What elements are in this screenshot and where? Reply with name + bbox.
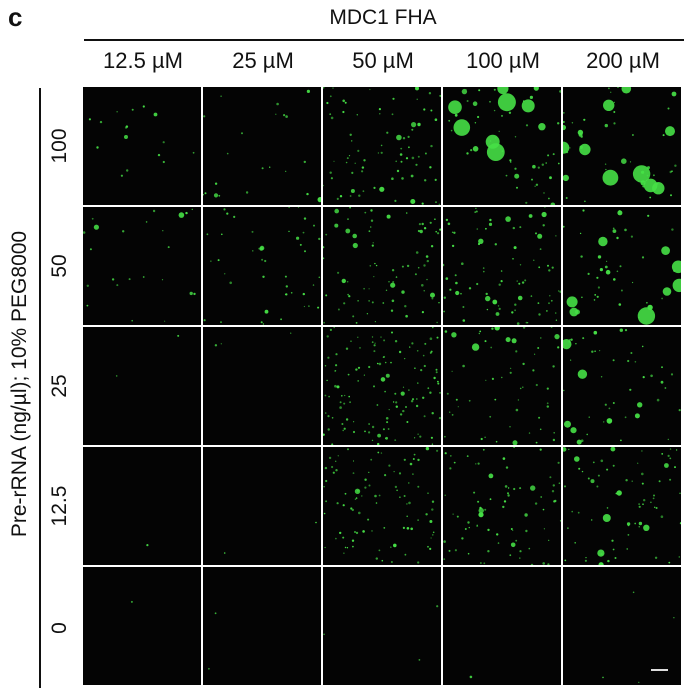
micrograph-cell (443, 327, 561, 445)
micrograph-cell (83, 447, 201, 565)
column-label: 100 µM (466, 48, 540, 73)
micrograph-cell (443, 87, 561, 205)
row-label: 50 (48, 254, 71, 278)
micrograph-cell (443, 207, 561, 325)
micrograph-cell (563, 447, 681, 565)
micrograph-cell (203, 87, 321, 205)
y-axis-rule (39, 88, 41, 688)
micrograph-cell (83, 87, 201, 205)
micrograph-cell (563, 327, 681, 445)
row-label: 25 (48, 374, 71, 398)
column-label: 50 µM (352, 48, 414, 73)
micrograph-cell (83, 567, 201, 685)
row-label: 12.5 (48, 485, 71, 527)
micrograph-cell (563, 567, 681, 685)
micrograph-cell (443, 447, 561, 565)
micrograph-grid (83, 87, 683, 689)
column-label: 25 µM (232, 48, 294, 73)
micrograph-cell (203, 567, 321, 685)
micrograph-cell (563, 87, 681, 205)
micrograph-cell (323, 207, 441, 325)
condition-title: MDC1 FHA (329, 6, 437, 29)
y-axis-title: Pre-rRNA (ng/µl); 10% PEG8000 (8, 230, 31, 538)
column-label: 12.5 µM (103, 48, 183, 73)
micrograph-cell (563, 207, 681, 325)
micrograph-cell (323, 327, 441, 445)
micrograph-cell (83, 207, 201, 325)
micrograph-cell (83, 327, 201, 445)
micrograph-cell (323, 87, 441, 205)
micrograph-cell (203, 207, 321, 325)
micrograph-cell (443, 567, 561, 685)
title-rule (84, 39, 684, 41)
column-label: 200 µM (586, 48, 660, 73)
panel-letter: c (8, 2, 23, 32)
micrograph-cell (203, 447, 321, 565)
micrograph-cell (323, 447, 441, 565)
micrograph-cell (203, 327, 321, 445)
scale-bar (651, 669, 668, 671)
micrograph-cell (323, 567, 441, 685)
row-label: 100 (48, 128, 71, 164)
row-label: 0 (48, 622, 71, 634)
